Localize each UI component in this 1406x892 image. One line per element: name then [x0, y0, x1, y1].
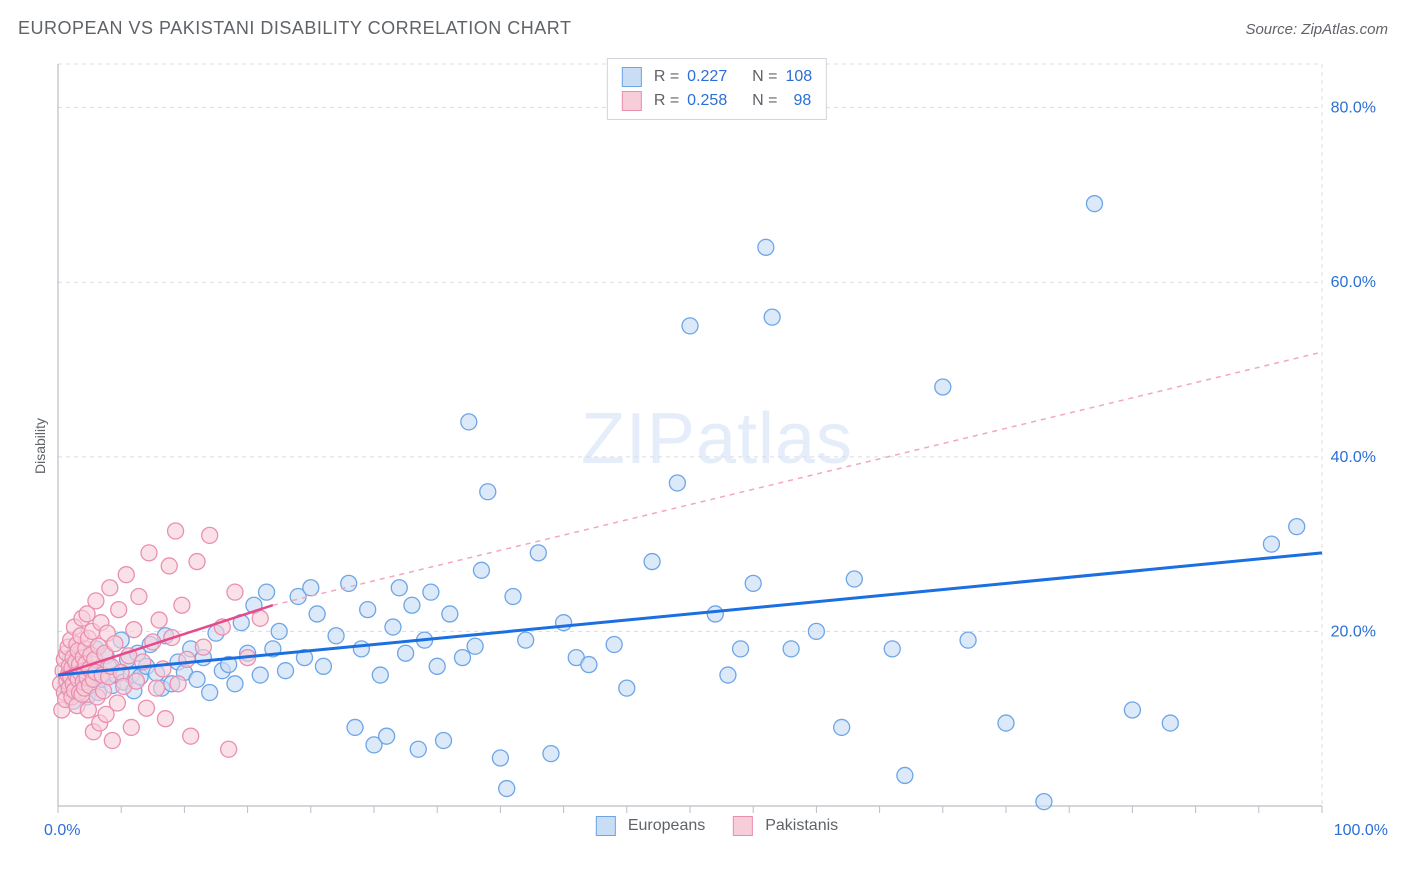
svg-text:60.0%: 60.0% — [1331, 274, 1376, 291]
legend-row-pakistanis: R = 0.258 N = 98 — [622, 89, 812, 113]
svg-text:20.0%: 20.0% — [1331, 623, 1376, 640]
swatch-pakistanis — [622, 91, 642, 111]
swatch-europeans — [622, 67, 642, 87]
legend-row-europeans: R = 0.227 N = 108 — [622, 65, 812, 89]
source-attribution: Source: ZipAtlas.com — [1245, 21, 1388, 38]
legend-correlation: R = 0.227 N = 108 R = 0.258 N = 98 — [607, 58, 827, 120]
chart-header: EUROPEAN VS PAKISTANI DISABILITY CORRELA… — [18, 18, 1388, 39]
scatter-plot: 20.0% 40.0% 60.0% 80.0% — [52, 58, 1382, 836]
x-axis-max-label: 100.0% — [1334, 822, 1388, 840]
swatch-europeans-icon — [596, 816, 616, 836]
svg-text:80.0%: 80.0% — [1331, 100, 1376, 117]
legend-item-europeans: Europeans — [596, 816, 705, 836]
chart-area: 20.0%40.0%60.0%80.0% ZIPatlas R = 0.227 … — [52, 58, 1382, 836]
svg-text:40.0%: 40.0% — [1331, 449, 1376, 466]
swatch-pakistanis-icon — [733, 816, 753, 836]
x-axis-min-label: 0.0% — [44, 822, 80, 840]
legend-series: Europeans Pakistanis — [596, 816, 838, 836]
chart-title: EUROPEAN VS PAKISTANI DISABILITY CORRELA… — [18, 18, 571, 39]
y-axis-label: Disability — [32, 418, 48, 474]
legend-item-pakistanis: Pakistanis — [733, 816, 838, 836]
